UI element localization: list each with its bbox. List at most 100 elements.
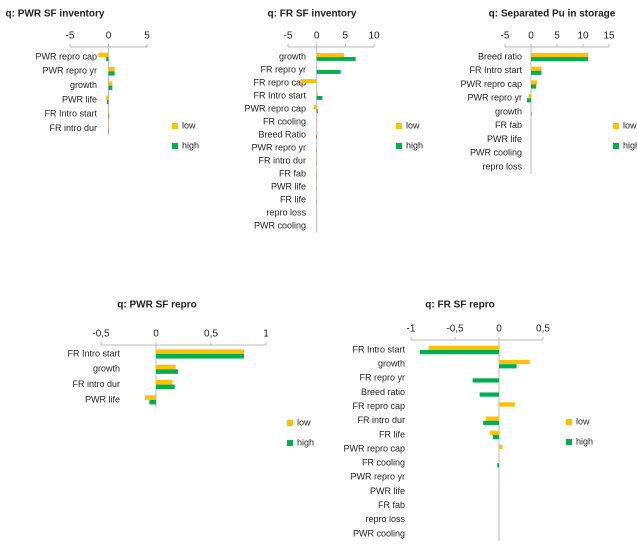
- bar: [108, 109, 110, 115]
- category-label: FR repro cap: [352, 401, 405, 411]
- bar: [419, 350, 499, 355]
- category-label: FR cooling: [362, 458, 405, 468]
- bar: [108, 114, 110, 119]
- category-label: FR fab: [378, 500, 405, 510]
- category-label: FR Intro start: [469, 65, 522, 75]
- bar: [531, 57, 589, 62]
- category-label: growth: [495, 106, 522, 116]
- bar: [108, 81, 113, 86]
- bar: [316, 118, 318, 122]
- chart-title: q: FR SF inventory: [268, 9, 357, 20]
- bar: [497, 463, 499, 468]
- category-label: PWR repro cap: [343, 443, 405, 453]
- bar: [300, 79, 317, 83]
- legend-swatch: [396, 143, 402, 149]
- bar: [156, 354, 244, 359]
- legend-swatch: [287, 440, 293, 446]
- category-label: PWR repro yr: [42, 66, 97, 76]
- x-tick-label: 0: [314, 31, 320, 42]
- legend-label: high: [623, 140, 637, 150]
- bar: [156, 349, 244, 354]
- category-label: PWR cooling: [254, 220, 306, 230]
- bar: [108, 67, 115, 72]
- legend-swatch: [613, 143, 619, 149]
- category-label: PWR repro cap: [460, 79, 522, 89]
- bar: [316, 92, 318, 96]
- bar: [316, 53, 345, 57]
- x-tick-label: 10: [368, 31, 380, 42]
- legend-label: low: [576, 416, 590, 426]
- legend-label: high: [406, 140, 423, 150]
- category-label: FR Intro start: [352, 344, 405, 354]
- x-tick-label: -5: [501, 31, 510, 42]
- category-label: Breed ratio: [478, 51, 522, 61]
- category-label: FR repro yr: [260, 64, 306, 74]
- bar: [492, 434, 499, 440]
- x-tick-label: 5: [144, 31, 150, 42]
- x-tick-label: 10: [577, 31, 589, 42]
- x-tick-label: 5: [343, 31, 349, 42]
- category-label: FR Intro start: [44, 109, 97, 119]
- bar: [472, 378, 499, 383]
- category-label: FR fab: [279, 168, 306, 178]
- category-label: Breed Ratio: [258, 129, 306, 139]
- bar: [108, 71, 115, 76]
- x-tick-label: -0,5: [92, 329, 110, 340]
- bar: [145, 395, 156, 400]
- bar: [313, 105, 317, 109]
- x-tick-label: 0: [496, 324, 502, 335]
- x-tick-label: 0: [153, 329, 159, 340]
- category-label: PWR repro yr: [251, 142, 306, 152]
- bar: [531, 52, 589, 57]
- x-tick-label: -1: [407, 324, 416, 335]
- bar: [490, 430, 499, 435]
- bar: [499, 402, 515, 407]
- category-label: PWR life: [370, 486, 405, 496]
- x-tick-label: 1: [263, 329, 269, 340]
- bar: [485, 416, 499, 421]
- bar: [531, 70, 542, 75]
- legend-label: high: [182, 140, 199, 150]
- bar: [316, 70, 341, 74]
- category-label: FR repro yr: [359, 373, 405, 383]
- bar: [531, 80, 538, 85]
- bar: [316, 109, 318, 113]
- bar: [108, 85, 113, 90]
- category-label: PWR repro cap: [35, 51, 97, 61]
- category-label: PWR life: [85, 394, 120, 404]
- category-label: FR Intro start: [67, 348, 120, 358]
- bar: [316, 96, 323, 100]
- bar: [499, 364, 517, 369]
- legend-swatch: [566, 419, 572, 425]
- chart-title: q: PWR SF inventory: [6, 9, 105, 20]
- legend-swatch: [396, 123, 402, 129]
- category-label: PWR cooling: [470, 148, 522, 158]
- chart-title: q: Separated Pu in storage: [489, 9, 616, 20]
- x-tick-label: -0,5: [446, 324, 464, 335]
- category-label: FR cooling: [263, 116, 306, 126]
- category-label: FR life: [379, 429, 405, 439]
- category-label: PWR life: [271, 181, 306, 191]
- category-label: FR Intro start: [253, 90, 306, 100]
- bar: [98, 52, 109, 57]
- x-tick-label: 15: [603, 31, 615, 42]
- bar: [106, 99, 109, 105]
- category-label: Breed ratio: [361, 387, 405, 397]
- category-label: growth: [93, 364, 120, 374]
- bar: [479, 392, 499, 397]
- bar: [428, 345, 499, 350]
- chart-title: q: PWR SF repro: [117, 300, 196, 311]
- x-tick-label: -5: [66, 31, 75, 42]
- bar: [526, 98, 531, 103]
- bar: [499, 359, 530, 365]
- bar: [499, 444, 503, 450]
- x-tick-label: 0,5: [536, 324, 550, 335]
- category-label: FR intro dur: [49, 123, 97, 133]
- category-label: growth: [70, 80, 97, 90]
- legend-label: low: [623, 120, 637, 130]
- bar: [106, 57, 109, 62]
- bar: [531, 107, 532, 112]
- category-label: repro loss: [482, 161, 522, 171]
- category-label: FR life: [280, 194, 306, 204]
- bar: [156, 380, 173, 385]
